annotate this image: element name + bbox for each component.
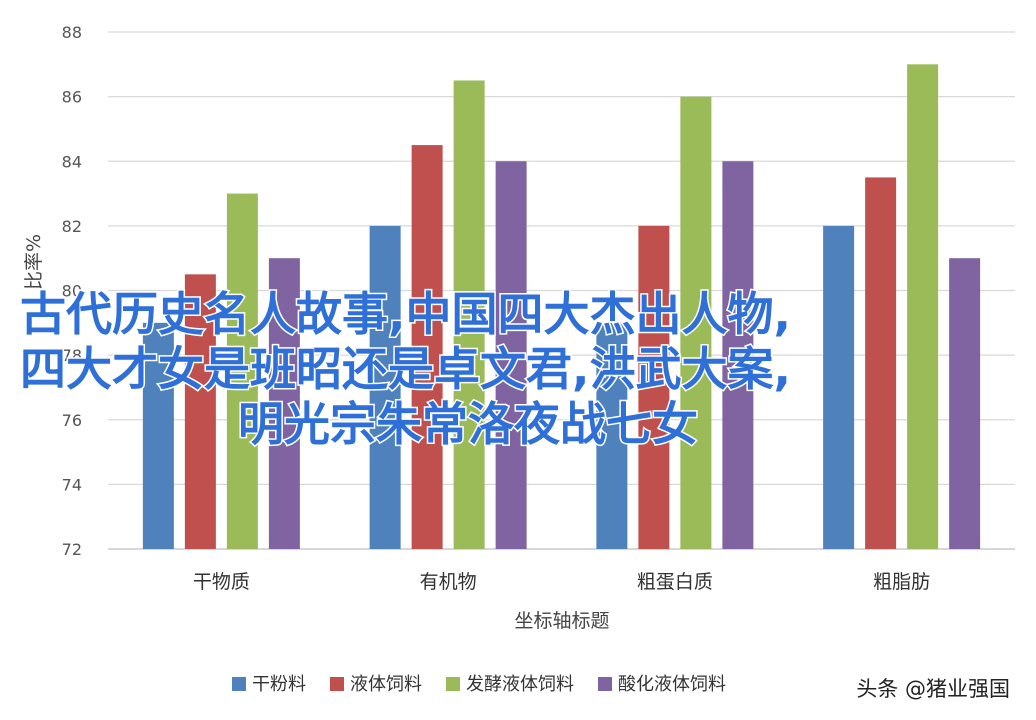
legend-label: 液体饲料	[350, 674, 422, 695]
legend-label: 干粉料	[252, 674, 306, 695]
overlay-line-1: 古代历史名人故事,中国四大杰出人物,	[20, 287, 791, 341]
legend-swatch	[232, 677, 246, 691]
watermark: 头条 @猪业强国	[856, 677, 1010, 701]
bar	[142, 322, 174, 549]
y-tick-label: 76	[62, 411, 82, 430]
gridlines	[108, 31, 1015, 550]
y-tick-label: 72	[62, 540, 82, 559]
legend-swatch	[446, 677, 460, 691]
legend-label: 酸化液体饲料	[618, 674, 726, 695]
y-tick-label: 84	[62, 152, 82, 171]
overlay-line-3: 明光宗朱常洛夜战七女	[238, 397, 698, 451]
x-axis-categories: 干物质 有机物 粗蛋白质 粗脂肪	[193, 571, 930, 593]
bar	[369, 225, 401, 549]
x-category-label: 粗蛋白质	[637, 571, 713, 593]
bar	[722, 161, 754, 549]
overlay-headline: 古代历史名人故事,中国四大杰出人物, 四大才女是班昭还是卓文君,洪武大案, 明光…	[19, 286, 793, 453]
y-tick-label: 82	[62, 217, 82, 236]
bar	[184, 274, 216, 549]
legend-swatch	[598, 677, 612, 691]
bar	[495, 161, 527, 549]
y-tick-label: 78	[62, 346, 82, 365]
legend: 干粉料 液体饲料 发酵液体饲料 酸化液体饲料	[232, 674, 726, 695]
y-axis-title: 比率%	[23, 234, 45, 290]
y-tick-label: 80	[62, 282, 82, 301]
bar	[949, 258, 981, 549]
bar	[268, 258, 300, 549]
bar	[907, 64, 939, 549]
legend-swatch	[330, 677, 344, 691]
x-category-label: 干物质	[193, 571, 250, 593]
bar	[823, 225, 855, 549]
bars	[142, 64, 981, 549]
y-tick-label: 74	[62, 475, 82, 494]
bar	[411, 145, 443, 549]
bar	[638, 225, 670, 549]
y-tick-label: 86	[62, 88, 82, 107]
y-tick-label: 88	[62, 23, 82, 42]
y-axis-ticks: 72 74 76 78 80 82 84 86 88	[62, 23, 82, 559]
legend-label: 发酵液体饲料	[466, 674, 574, 695]
x-axis-title: 坐标轴标题	[514, 610, 609, 632]
x-category-label: 有机物	[420, 571, 477, 593]
bar	[226, 193, 258, 549]
bar	[865, 177, 897, 549]
bar	[680, 96, 712, 549]
bar	[453, 80, 485, 549]
bar	[596, 322, 628, 549]
x-category-label: 粗脂肪	[873, 571, 930, 593]
overlay-line-2: 四大才女是班昭还是卓文君,洪武大案,	[20, 342, 791, 396]
